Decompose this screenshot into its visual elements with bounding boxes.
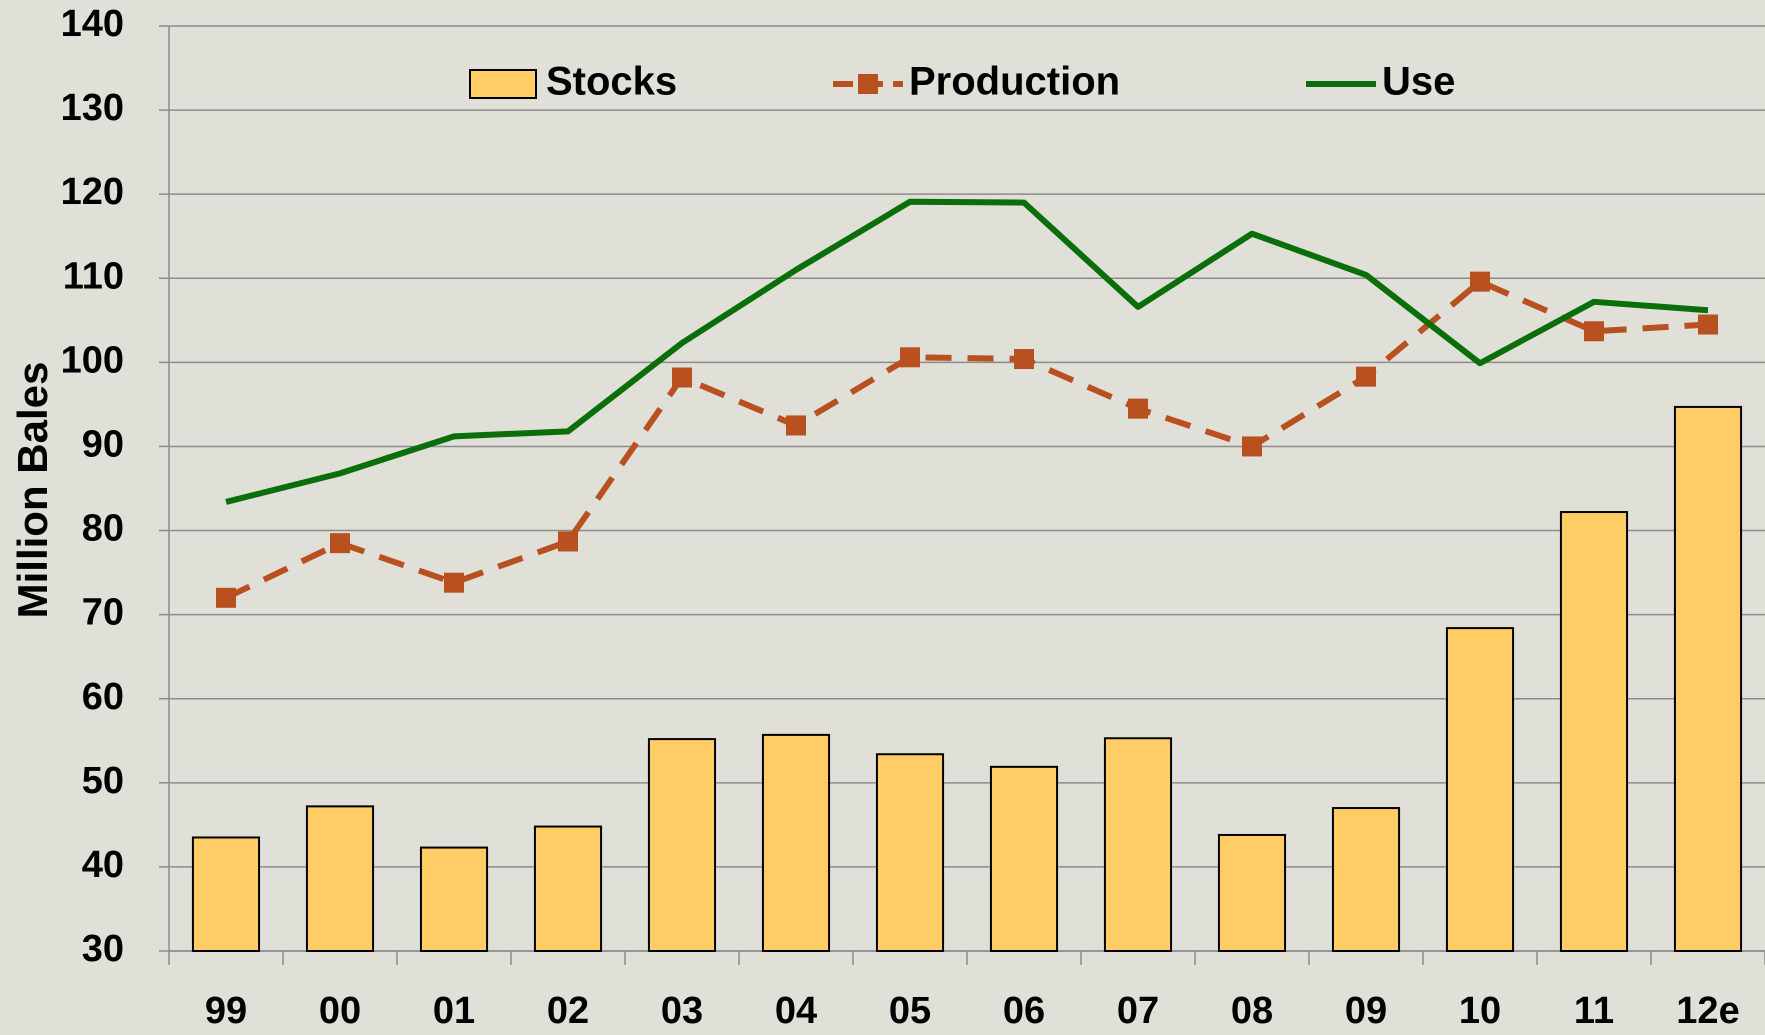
bar — [1559, 511, 1629, 953]
x-tick-label: 02 — [547, 990, 589, 1032]
y-tick-label: 100 — [61, 339, 124, 381]
x-tick-label: 03 — [661, 990, 703, 1032]
legend-label: Stocks — [546, 60, 677, 104]
marker — [330, 533, 350, 554]
marker — [558, 531, 578, 552]
legend-marker — [858, 74, 878, 94]
x-tick-label: 11 — [1574, 990, 1614, 1032]
x-tick-label: 00 — [319, 990, 361, 1032]
bar — [419, 846, 489, 952]
marker — [1014, 349, 1034, 369]
bar — [647, 738, 717, 952]
marker — [672, 367, 692, 388]
x-tick-label: 99 — [205, 990, 247, 1032]
x-tick-label: 01 — [433, 990, 475, 1032]
bar — [305, 805, 375, 953]
y-axis-title: Million Bales — [9, 362, 56, 619]
y-tick-label: 40 — [82, 844, 124, 886]
legend-label: Production — [909, 60, 1120, 104]
marker — [216, 587, 236, 608]
x-tick-label: 09 — [1345, 990, 1387, 1032]
marker — [444, 572, 464, 593]
marker — [1128, 398, 1148, 419]
y-tick-label: 50 — [82, 760, 124, 802]
bar — [533, 825, 603, 953]
y-tick-label: 60 — [82, 676, 124, 718]
line — [224, 278, 1709, 601]
y-tick-label: 110 — [63, 255, 124, 297]
x-tick-label: 04 — [775, 990, 817, 1032]
line — [225, 198, 1709, 505]
bar — [1445, 627, 1515, 952]
bar — [1103, 737, 1173, 952]
legend-swatch — [469, 69, 537, 99]
x-tick-label: 05 — [889, 990, 931, 1032]
y-tick-label: 120 — [61, 171, 124, 213]
marker — [900, 347, 920, 368]
marker — [1470, 271, 1490, 292]
y-tick-label: 90 — [82, 423, 124, 465]
marker — [1584, 321, 1604, 342]
y-tick-label: 70 — [82, 592, 124, 634]
x-tick-label: 12e — [1676, 990, 1739, 1032]
marker — [1242, 436, 1262, 457]
bar — [1331, 807, 1401, 953]
y-tick-label: 80 — [82, 508, 124, 550]
bar — [1217, 833, 1287, 952]
marker — [1356, 366, 1376, 387]
x-tick-label: 08 — [1231, 990, 1273, 1032]
bar — [761, 733, 831, 952]
x-tick-label: 07 — [1117, 990, 1159, 1032]
bar — [875, 753, 945, 953]
marker — [786, 415, 806, 436]
bar — [989, 765, 1059, 952]
y-tick-label: 130 — [61, 87, 124, 129]
y-tick-label: 30 — [82, 928, 124, 970]
legend-label: Use — [1382, 60, 1455, 104]
bar — [1673, 405, 1743, 952]
y-tick-label: 140 — [61, 3, 124, 45]
bar — [191, 836, 261, 953]
x-tick-label: 10 — [1459, 990, 1501, 1032]
marker — [1698, 314, 1718, 335]
x-tick-label: 06 — [1003, 990, 1045, 1032]
